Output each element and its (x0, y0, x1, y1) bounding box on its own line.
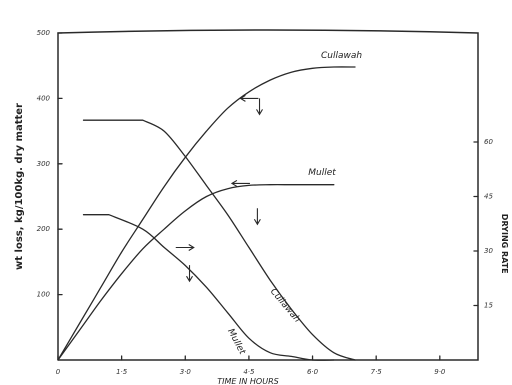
series-lines (57, 66, 356, 361)
plot-border (57, 29, 479, 361)
x-tick-label: 1·5 (116, 368, 128, 376)
axis-arrow-right (175, 244, 195, 251)
series-label: Cullawah (268, 287, 302, 325)
mullet-drying-rate-line (82, 214, 335, 361)
tick-labels: 0 1·5 3·0 4·5 6·0 7·5 9·0 100 200 300 400 500 15 30 45… (37, 29, 494, 376)
x-tick-label: 0 (56, 368, 61, 376)
x-tick-label: 6·0 (307, 368, 319, 376)
axis-arrow-down (186, 265, 193, 283)
x-tick-label: 9·0 (434, 368, 446, 376)
axis-arrow-down (256, 98, 263, 116)
series-arrows (175, 94, 263, 283)
axis-arrow-left (230, 179, 250, 187)
cullawah-weight-loss-line (57, 66, 356, 361)
y-left-tick-label: 200 (37, 225, 51, 233)
axis-arrow-down (253, 208, 261, 226)
y-right-tick-label: 45 (484, 193, 493, 201)
x-tick-label: 3·0 (180, 368, 192, 376)
x-tick-label: 7·5 (371, 368, 383, 376)
cullawah-drying-rate-line (82, 119, 356, 361)
mullet-weight-loss-line (57, 184, 335, 361)
axis-arrow-left (239, 94, 259, 102)
series-label: Cullawah (321, 51, 362, 61)
y-right-tick-label: 60 (484, 138, 493, 146)
y-left-tick-label: 100 (37, 291, 51, 299)
y-right-tick-label: 15 (484, 302, 493, 310)
y-right-tick-label: 30 (484, 247, 493, 255)
y-left-tick-label: 300 (37, 160, 51, 168)
plot-frame (57, 29, 479, 361)
series-label: Mullet (308, 168, 336, 178)
x-axis-title: TIME IN HOURS (217, 377, 278, 385)
y-axis-left-title: wt loss, kg/100kg. dry matter (14, 103, 25, 270)
y-left-tick-label: 400 (37, 94, 51, 102)
y-left-tick-label: 500 (37, 29, 51, 37)
y-axis-right-title: DRYING RATE (500, 214, 509, 274)
x-tick-label: 4·5 (243, 368, 255, 376)
